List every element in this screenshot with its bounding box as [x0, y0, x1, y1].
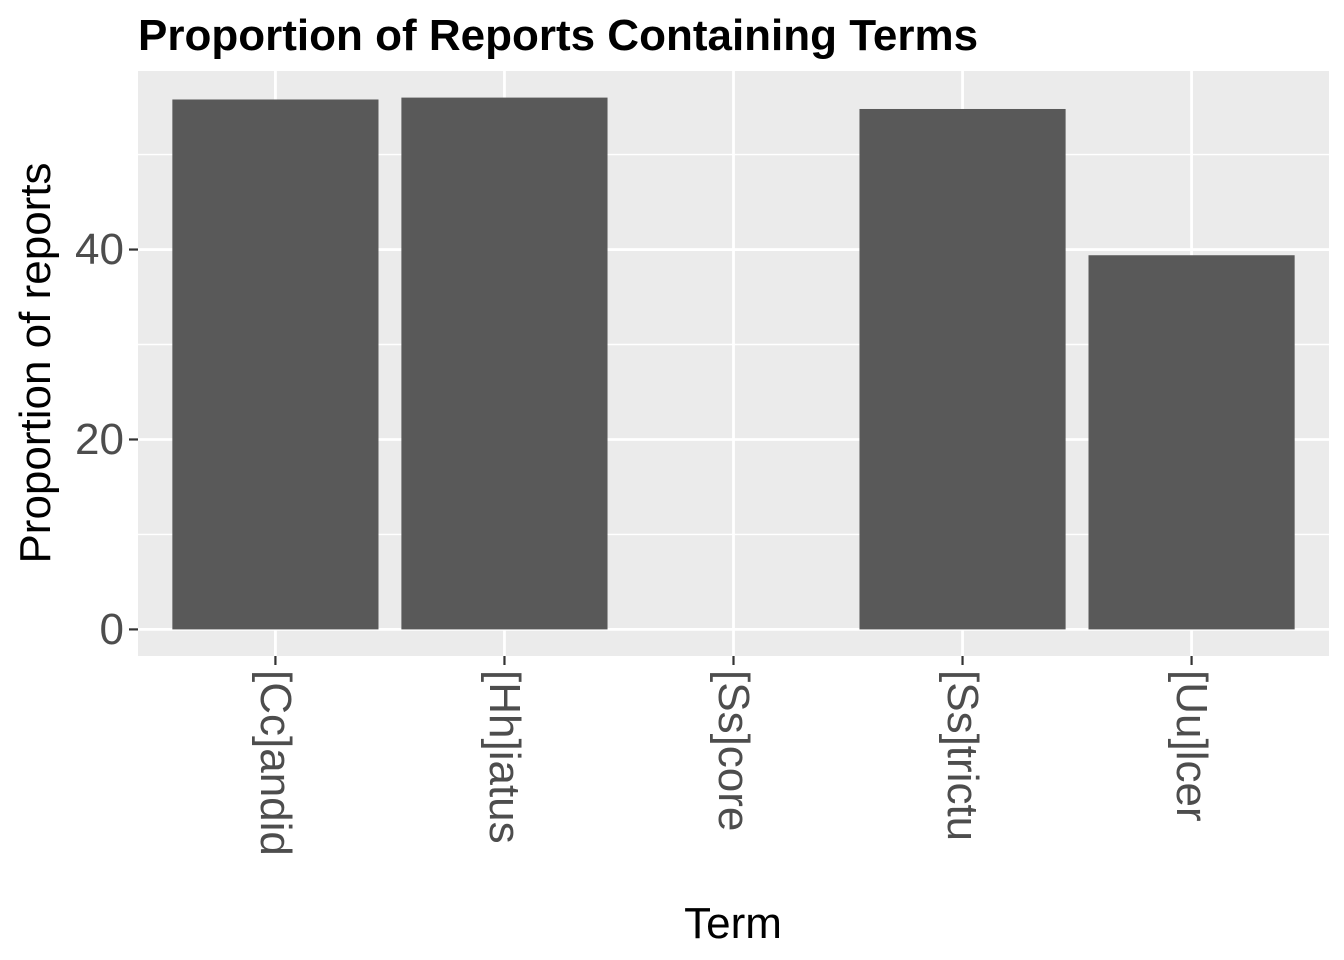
chart-title: Proportion of Reports Containing Terms — [138, 11, 978, 60]
bar-[Hh]iatus — [401, 97, 608, 630]
x-tick-label: [Cc]andid — [251, 670, 300, 856]
x-tick-label: [Hh]iatus — [480, 670, 529, 844]
x-axis: [Cc]andid [Hh]iatus [Ss]core [Ss]trictu [Uu]… — [251, 656, 1216, 856]
y-tick-label: 0 — [100, 605, 124, 654]
x-axis-title: Term — [684, 899, 782, 948]
y-axis: 0 20 40 — [75, 225, 138, 654]
bar-[Uu]lcer — [1088, 255, 1295, 630]
y-tick-label: 40 — [75, 225, 124, 274]
y-axis-title: Proportion of reports — [11, 162, 60, 563]
x-tick-label: [Ss]core — [709, 670, 758, 831]
bars — [172, 97, 1295, 630]
x-tick-label: [Uu]lcer — [1167, 670, 1216, 822]
bar-[Cc]andid — [172, 99, 379, 630]
y-tick-label: 20 — [75, 415, 124, 464]
x-tick-label: [Ss]trictu — [938, 670, 987, 841]
bar-[Ss]trictu — [859, 108, 1066, 630]
